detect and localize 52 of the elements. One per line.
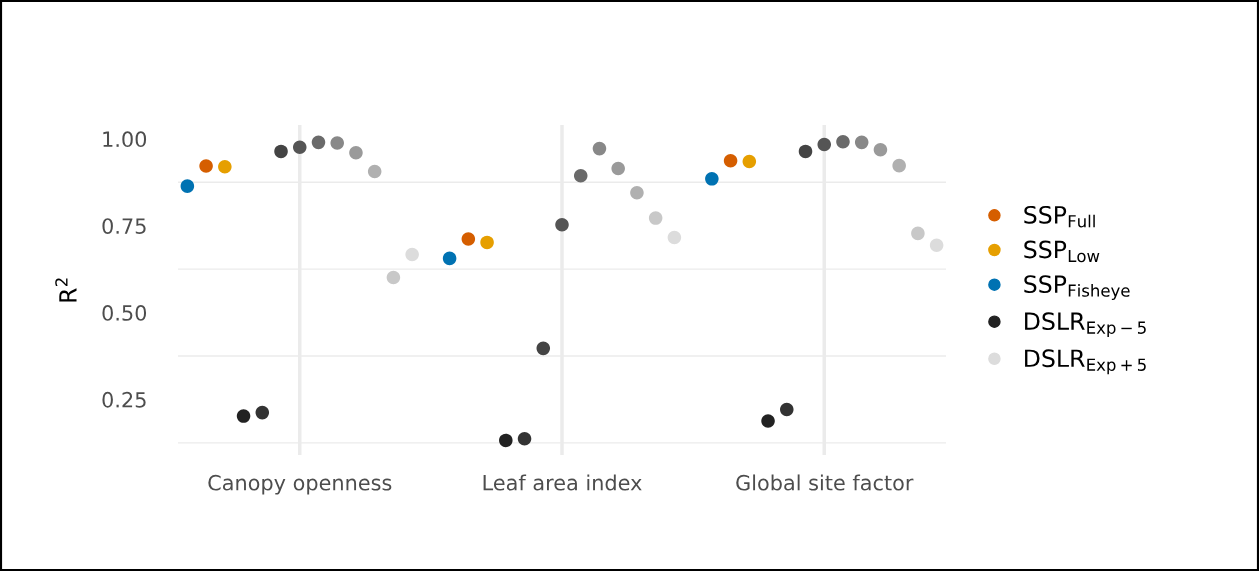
point <box>236 409 251 423</box>
point <box>386 270 401 285</box>
point <box>367 164 382 179</box>
legend-label: SSP$_{Fisheye}$ <box>1024 275 1130 301</box>
point <box>929 238 944 252</box>
point <box>311 135 326 150</box>
point <box>517 431 532 446</box>
x-tick-label: Global site factor <box>736 474 914 491</box>
point <box>630 185 644 200</box>
y-tick-label: 0.25 <box>102 391 146 408</box>
point <box>780 402 794 417</box>
point <box>667 230 682 245</box>
legend-label: SSP$_{Low}$ <box>1024 240 1100 263</box>
point <box>836 134 850 149</box>
point <box>592 141 607 156</box>
point <box>573 168 588 183</box>
point <box>461 232 476 246</box>
point <box>723 154 738 168</box>
point <box>292 140 307 154</box>
legend-label: DSLR$_{Exp+5}$ <box>1025 349 1146 375</box>
point <box>330 136 344 150</box>
point <box>199 159 213 173</box>
point <box>555 217 569 232</box>
point <box>742 154 757 169</box>
point <box>911 226 925 241</box>
point <box>854 135 869 150</box>
point <box>218 159 232 174</box>
point <box>255 405 270 420</box>
point <box>274 144 288 159</box>
x-tick-label: Canopy openness <box>208 474 392 495</box>
y-axis-title: R$^{2}$ <box>55 278 77 302</box>
point <box>873 142 888 157</box>
point <box>611 161 625 176</box>
point <box>499 433 513 448</box>
point <box>817 137 832 152</box>
point <box>405 247 419 262</box>
point <box>180 179 195 193</box>
y-tick-label: 0.50 <box>102 305 147 321</box>
point <box>798 144 813 159</box>
x-tick-label: Leaf area index <box>483 474 642 491</box>
point <box>761 414 775 428</box>
point <box>442 251 457 266</box>
legend-label: SSP$_{Full}$ <box>1024 205 1095 228</box>
y-tick-label: 0.75 <box>102 218 146 234</box>
point <box>705 172 719 186</box>
legend-label: DSLR$_{Exp−5}$ <box>1025 312 1146 338</box>
point <box>349 146 363 160</box>
point <box>892 158 906 173</box>
point <box>648 211 663 225</box>
y-tick-label: 1.00 <box>103 131 147 148</box>
point <box>536 341 551 356</box>
point <box>480 235 494 250</box>
